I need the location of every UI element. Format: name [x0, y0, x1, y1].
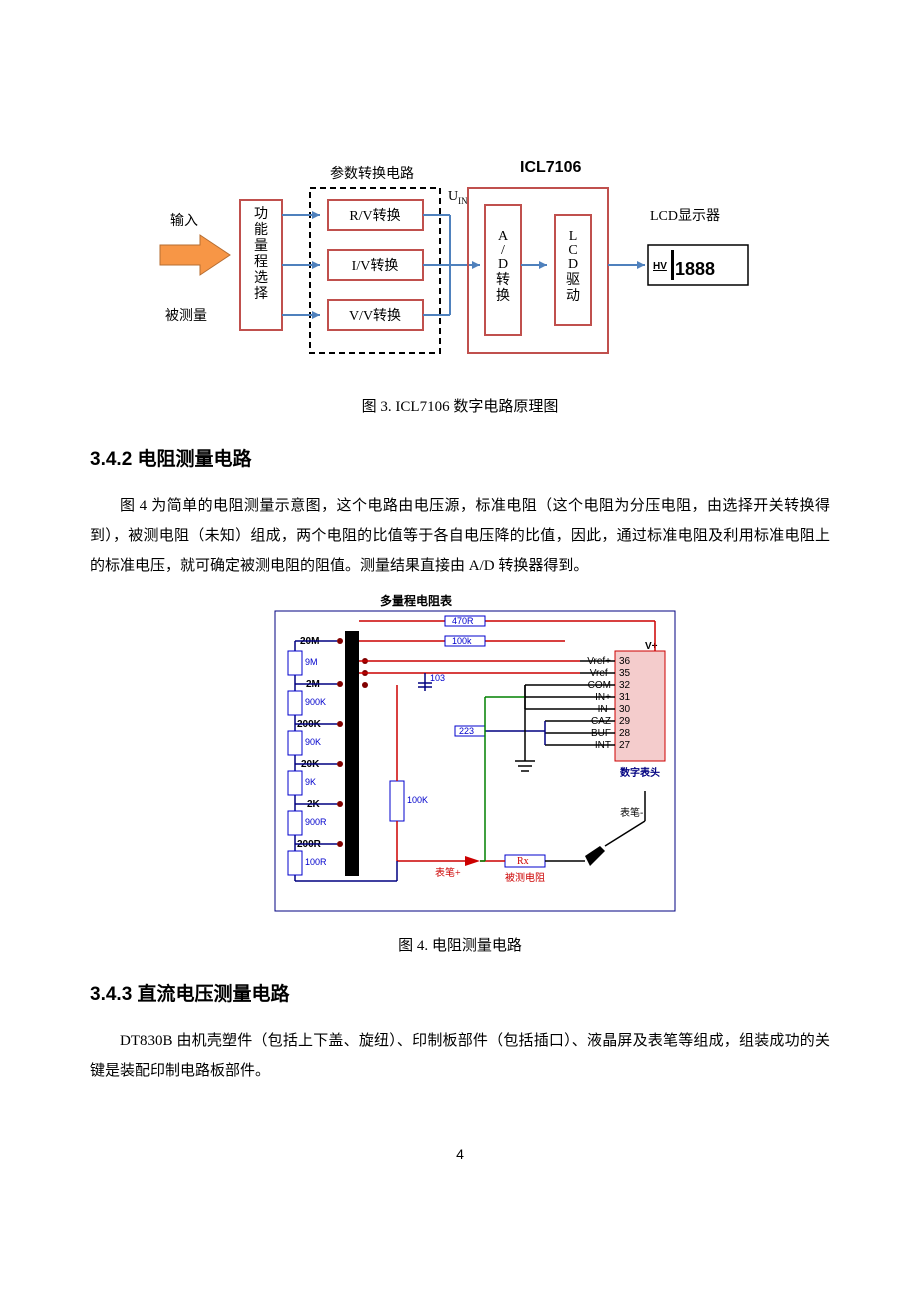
probe-pos-icon — [465, 856, 480, 866]
arrow-head-icon — [312, 211, 320, 219]
lcd-digit: 1888 — [675, 259, 715, 279]
svg-text:470R: 470R — [452, 616, 474, 626]
rx-label: 被测电阻 — [505, 871, 545, 884]
rv-text: R/V转换 — [349, 207, 400, 224]
probe-neg-label: 表笔- — [620, 806, 643, 819]
arrow-head-icon — [312, 261, 320, 269]
fig4-title: 多量程电阻表 — [380, 593, 453, 608]
arrow-head-icon — [312, 311, 320, 319]
chip-label: 数字表头 — [620, 766, 660, 779]
svg-text:Rx: Rx — [517, 856, 529, 867]
cap-223: 223 — [459, 726, 474, 736]
page-number: 4 — [90, 1146, 830, 1162]
para-343: DT830B 由机壳塑件（包括上下盖、旋纽）、印制板部件（包括插口）、液晶屏及表… — [90, 1026, 830, 1086]
rotary-switch-bar — [345, 631, 359, 876]
svg-text:36: 36 — [619, 656, 631, 667]
fig3-svg: 输入 被测量 功能量程选择 参数转换电路 R/V转换 I/V转换 V/V转换 — [150, 90, 770, 380]
svg-text:900K: 900K — [305, 697, 326, 707]
svg-text:30: 30 — [619, 704, 631, 715]
figure-4: 多量程电阻表 20M 2M 200K 20K 2K 200R 9M 900K 9… — [90, 591, 830, 926]
vplus-label: V+ — [645, 641, 658, 652]
lcd-seg — [671, 250, 674, 280]
r100k-mid — [390, 781, 404, 821]
svg-text:100k: 100k — [452, 636, 472, 646]
icl7106-label: ICL7106 — [520, 159, 581, 176]
svg-text:9K: 9K — [305, 777, 316, 787]
ad-text: A/D转换 — [496, 229, 510, 304]
vv-text: V/V转换 — [349, 307, 401, 324]
heading-342: 3.4.2 电阻测量电路 — [90, 444, 830, 471]
fig4-caption: 图 4. 电阻测量电路 — [90, 934, 830, 955]
arrow-head-icon — [539, 261, 547, 269]
svg-text:90K: 90K — [305, 737, 321, 747]
para-342: 图 4 为简单的电阻测量示意图，这个电路由电压源，标准电阻（这个电阻为分压电阻，… — [90, 491, 830, 581]
probe-neg-icon — [585, 846, 605, 866]
lcd-drive-text: LCD驱动 — [566, 229, 580, 304]
arrow-head-icon — [637, 261, 645, 269]
svg-text:100K: 100K — [407, 795, 428, 805]
probe-pos-label: 表笔+ — [435, 866, 461, 879]
svg-text:100R: 100R — [305, 857, 327, 867]
arrow-head-icon — [472, 261, 480, 269]
label-measured: 被测量 — [165, 308, 207, 324]
svg-text:29: 29 — [619, 716, 631, 727]
page: 输入 被测量 功能量程选择 参数转换电路 R/V转换 I/V转换 V/V转换 — [0, 0, 920, 1202]
input-arrow-icon — [160, 235, 230, 275]
svg-text:9M: 9M — [305, 657, 318, 667]
figure-3: 输入 被测量 功能量程选择 参数转换电路 R/V转换 I/V转换 V/V转换 — [90, 90, 830, 385]
heading-343: 3.4.3 直流电压测量电路 — [90, 979, 830, 1006]
lcd-display-label: LCD显示器 — [650, 209, 720, 224]
svg-text:35: 35 — [619, 668, 631, 679]
lcd-hv: HV — [653, 261, 667, 272]
param-conv-title: 参数转换电路 — [330, 165, 414, 182]
svg-text:31: 31 — [619, 692, 631, 703]
label-input: 输入 — [170, 213, 198, 229]
svg-text:32: 32 — [619, 680, 631, 691]
uin-label: UIN — [448, 189, 468, 206]
svg-text:27: 27 — [619, 740, 631, 751]
fig4-svg: 多量程电阻表 20M 2M 200K 20K 2K 200R 9M 900K 9… — [225, 591, 695, 921]
fig3-caption: 图 3. ICL7106 数字电路原理图 — [90, 395, 830, 416]
iv-text: I/V转换 — [352, 257, 399, 274]
cap-103: 103 — [430, 673, 445, 683]
icl7106-box — [468, 188, 608, 353]
svg-text:28: 28 — [619, 728, 631, 739]
func-select-text: 功能量程选择 — [254, 206, 268, 302]
svg-text:900R: 900R — [305, 817, 327, 827]
